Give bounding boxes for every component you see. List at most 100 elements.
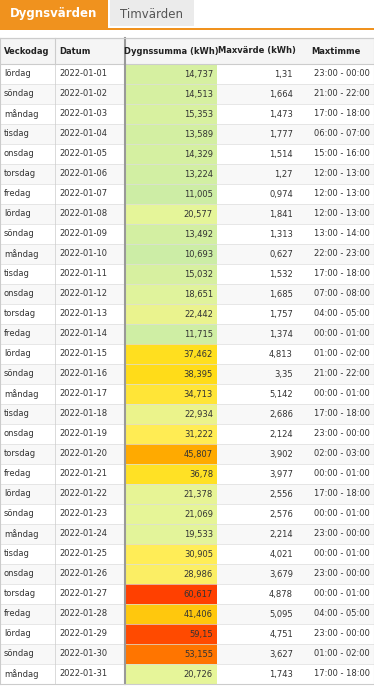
Text: 2022-01-01: 2022-01-01 [59, 69, 107, 78]
Text: 1,313: 1,313 [269, 230, 293, 239]
Text: 12:00 - 13:00: 12:00 - 13:00 [314, 190, 370, 199]
Bar [125, 144, 217, 164]
Text: 17:00 - 18:00: 17:00 - 18:00 [314, 270, 370, 279]
Bar [125, 124, 217, 144]
Bar [0, 364, 374, 384]
Text: lördag: lördag [4, 69, 31, 78]
Text: lördag: lördag [4, 209, 31, 218]
Text: 28,986: 28,986 [184, 570, 213, 578]
Bar [0, 224, 374, 244]
Text: 15:00 - 16:00: 15:00 - 16:00 [314, 150, 370, 158]
Text: 4,021: 4,021 [269, 550, 293, 559]
Bar [125, 664, 217, 684]
Text: 2,214: 2,214 [269, 529, 293, 538]
Text: 13,492: 13,492 [184, 230, 213, 239]
Text: 53,155: 53,155 [184, 650, 213, 659]
Text: onsdag: onsdag [4, 150, 35, 158]
Text: 14,513: 14,513 [184, 90, 213, 99]
Text: 2022-01-10: 2022-01-10 [59, 249, 107, 258]
Bar [125, 624, 217, 644]
Text: lördag: lördag [4, 489, 31, 498]
Text: 17:00 - 18:00: 17:00 - 18:00 [314, 109, 370, 118]
Bar [0, 304, 374, 324]
Text: söndag: söndag [4, 650, 35, 659]
Text: 2022-01-08: 2022-01-08 [59, 209, 107, 218]
Text: måndag: måndag [4, 249, 39, 259]
Text: 3,35: 3,35 [275, 370, 293, 379]
Bar [0, 464, 374, 484]
Text: söndag: söndag [4, 230, 35, 239]
Text: 2022-01-31: 2022-01-31 [59, 669, 107, 678]
Text: 2,686: 2,686 [269, 410, 293, 419]
Text: 1,757: 1,757 [269, 309, 293, 318]
Text: onsdag: onsdag [4, 570, 35, 578]
Bar [125, 324, 217, 344]
Text: 2022-01-20: 2022-01-20 [59, 449, 107, 459]
Text: 13,224: 13,224 [184, 169, 213, 178]
Bar [125, 544, 217, 564]
Text: 2022-01-21: 2022-01-21 [59, 470, 107, 479]
Text: 4,878: 4,878 [269, 589, 293, 598]
Bar [125, 644, 217, 664]
Text: 2022-01-30: 2022-01-30 [59, 650, 107, 659]
Bar [125, 344, 217, 364]
Text: 3,679: 3,679 [269, 570, 293, 578]
Text: 12:00 - 13:00: 12:00 - 13:00 [314, 209, 370, 218]
Text: 22,934: 22,934 [184, 410, 213, 419]
Bar [125, 224, 217, 244]
Text: 02:00 - 03:00: 02:00 - 03:00 [314, 449, 370, 459]
Text: 22:00 - 23:00: 22:00 - 23:00 [314, 249, 370, 258]
Text: 20,577: 20,577 [184, 209, 213, 218]
Text: 2022-01-22: 2022-01-22 [59, 489, 107, 498]
Text: 2022-01-02: 2022-01-02 [59, 90, 107, 99]
Text: 2022-01-11: 2022-01-11 [59, 270, 107, 279]
Text: 06:00 - 07:00: 06:00 - 07:00 [314, 130, 370, 139]
Text: 07:00 - 08:00: 07:00 - 08:00 [314, 290, 370, 298]
Text: 1,532: 1,532 [269, 270, 293, 279]
Text: 1,841: 1,841 [269, 209, 293, 218]
Text: 23:00 - 00:00: 23:00 - 00:00 [314, 69, 370, 78]
Bar [125, 244, 217, 264]
Text: 31,222: 31,222 [184, 430, 213, 438]
Text: 2022-01-12: 2022-01-12 [59, 290, 107, 298]
Bar [125, 584, 217, 604]
Text: 2,124: 2,124 [269, 430, 293, 438]
Text: 1,473: 1,473 [269, 109, 293, 118]
Text: söndag: söndag [4, 370, 35, 379]
Bar [0, 544, 374, 564]
Text: tisdag: tisdag [4, 130, 30, 139]
Text: 13:00 - 14:00: 13:00 - 14:00 [314, 230, 370, 239]
Text: 14,737: 14,737 [184, 69, 213, 78]
Text: Maxtimme: Maxtimme [311, 46, 360, 55]
Bar [0, 38, 374, 64]
Text: 3,627: 3,627 [269, 650, 293, 659]
Text: måndag: måndag [4, 389, 39, 399]
Text: 4,813: 4,813 [269, 349, 293, 358]
Text: 14,329: 14,329 [184, 150, 213, 158]
Text: 1,514: 1,514 [269, 150, 293, 158]
Text: 60,617: 60,617 [184, 589, 213, 598]
Bar [125, 604, 217, 624]
Bar [0, 28, 374, 30]
Bar [125, 404, 217, 424]
Text: 23:00 - 00:00: 23:00 - 00:00 [314, 529, 370, 538]
Bar [0, 444, 374, 464]
Text: torsdag: torsdag [4, 589, 36, 598]
Bar [0, 664, 374, 684]
Bar [0, 564, 374, 584]
Text: 45,807: 45,807 [184, 449, 213, 459]
Text: 2,556: 2,556 [269, 489, 293, 498]
Bar [125, 524, 217, 544]
Text: 5,142: 5,142 [269, 389, 293, 398]
Text: 1,777: 1,777 [269, 130, 293, 139]
Text: 1,31: 1,31 [275, 69, 293, 78]
Text: 11,715: 11,715 [184, 330, 213, 339]
Text: 19,533: 19,533 [184, 529, 213, 538]
Bar [0, 244, 374, 264]
Text: fredag: fredag [4, 190, 31, 199]
Bar [0, 204, 374, 224]
Bar [125, 304, 217, 324]
Text: 3,977: 3,977 [269, 470, 293, 479]
Text: torsdag: torsdag [4, 169, 36, 178]
Text: söndag: söndag [4, 90, 35, 99]
